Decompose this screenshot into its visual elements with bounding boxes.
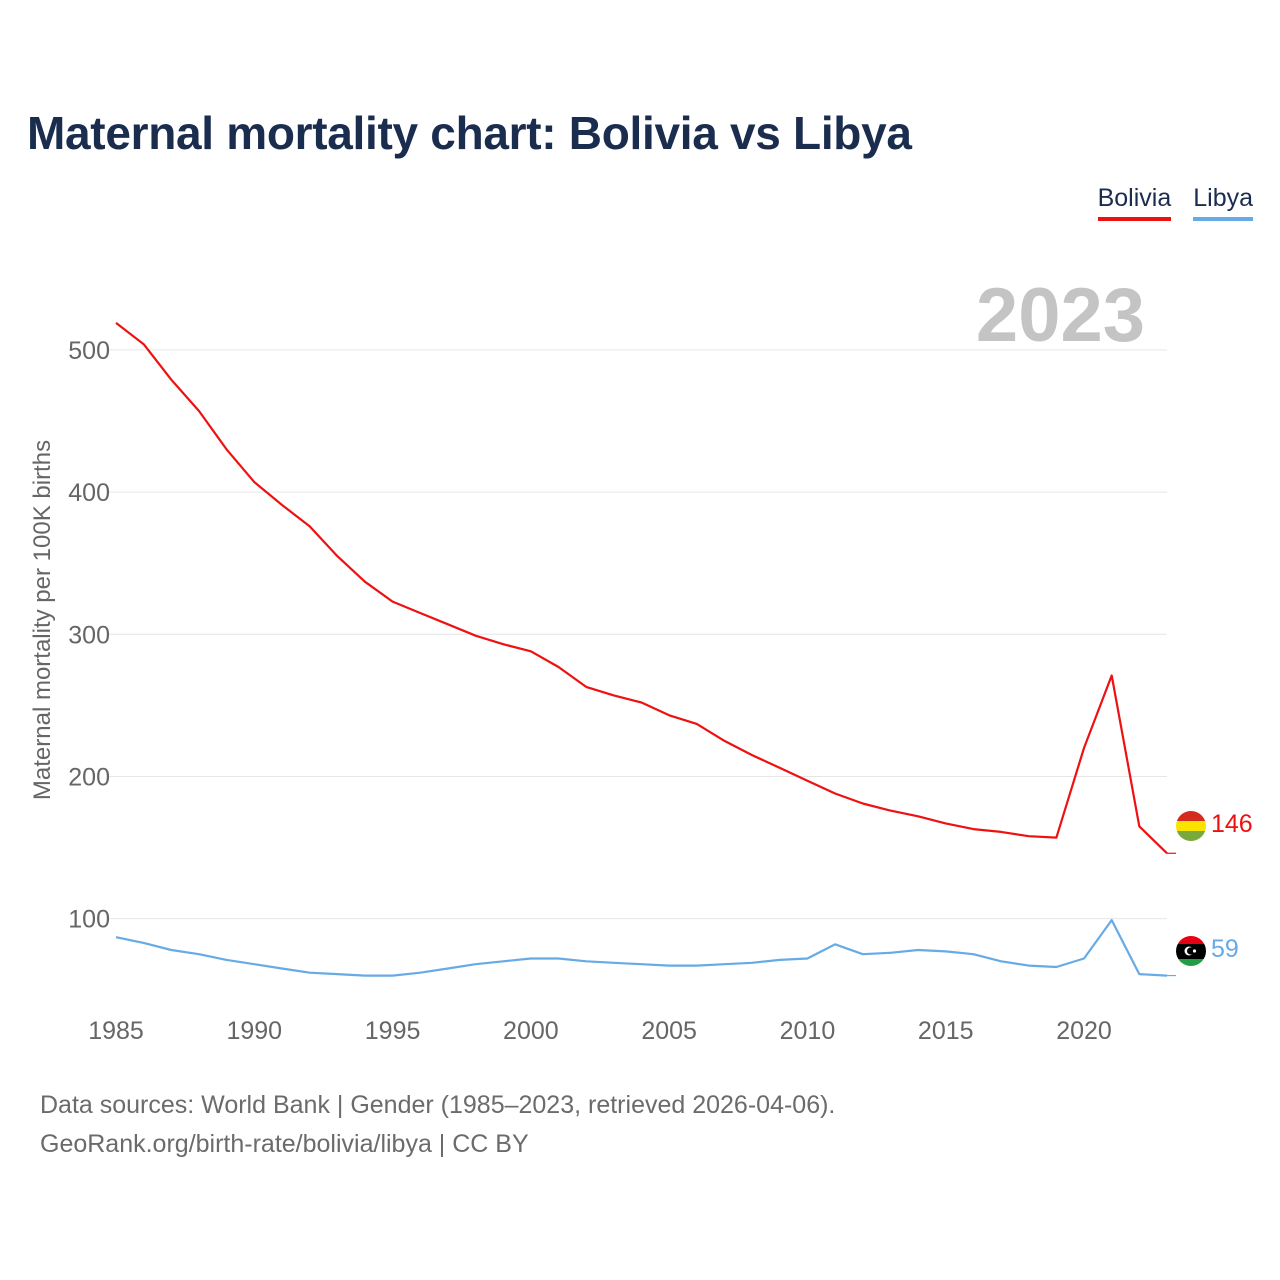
x-tick-label: 2005 <box>641 1017 697 1045</box>
data-source: Data sources: World Bank | Gender (1985–… <box>40 1086 835 1164</box>
x-tick-label: 2015 <box>918 1017 974 1045</box>
source-line-2[interactable]: GeoRank.org/birth-rate/bolivia/libya | C… <box>40 1130 529 1158</box>
y-tick-label: 500 <box>68 337 110 365</box>
x-tick-label: 1990 <box>226 1017 282 1045</box>
year-watermark: 2023 <box>976 273 1145 358</box>
chart-title: Maternal mortality chart: Bolivia vs Lib… <box>27 107 912 159</box>
libya-flag-icon <box>1176 936 1206 966</box>
bolivia-flag-icon <box>1176 811 1206 841</box>
grid-lines <box>108 349 1167 920</box>
series-lines <box>115 322 1176 977</box>
x-axis-ticks: 1985 1990 1995 2000 2005 2010 2015 2020 <box>88 1017 1112 1045</box>
legend-item-bolivia[interactable]: Bolivia <box>1097 183 1172 221</box>
y-axis-label: Maternal mortality per 100K births <box>29 440 56 800</box>
y-tick-label: 100 <box>68 906 110 934</box>
x-tick-label: 2020 <box>1056 1017 1112 1045</box>
y-axis-ticks: 100 200 300 400 500 <box>68 337 110 934</box>
end-label-bolivia: 146 <box>1211 810 1253 838</box>
series-line-libya[interactable] <box>115 918 1168 977</box>
y-tick-label: 200 <box>68 763 110 791</box>
series-line-bolivia[interactable] <box>115 322 1168 855</box>
y-tick-label: 400 <box>68 479 110 507</box>
x-tick-label: 1995 <box>365 1017 421 1045</box>
y-tick-label: 300 <box>68 621 110 649</box>
x-tick-label: 2000 <box>503 1017 559 1045</box>
x-tick-label: 2010 <box>780 1017 836 1045</box>
legend: Bolivia Libya <box>1097 183 1253 221</box>
source-line-1: Data sources: World Bank | Gender (1985–… <box>40 1091 836 1119</box>
legend-item-libya[interactable]: Libya <box>1193 183 1253 221</box>
x-tick-label: 1985 <box>88 1017 144 1045</box>
end-label-libya: 59 <box>1211 935 1239 963</box>
